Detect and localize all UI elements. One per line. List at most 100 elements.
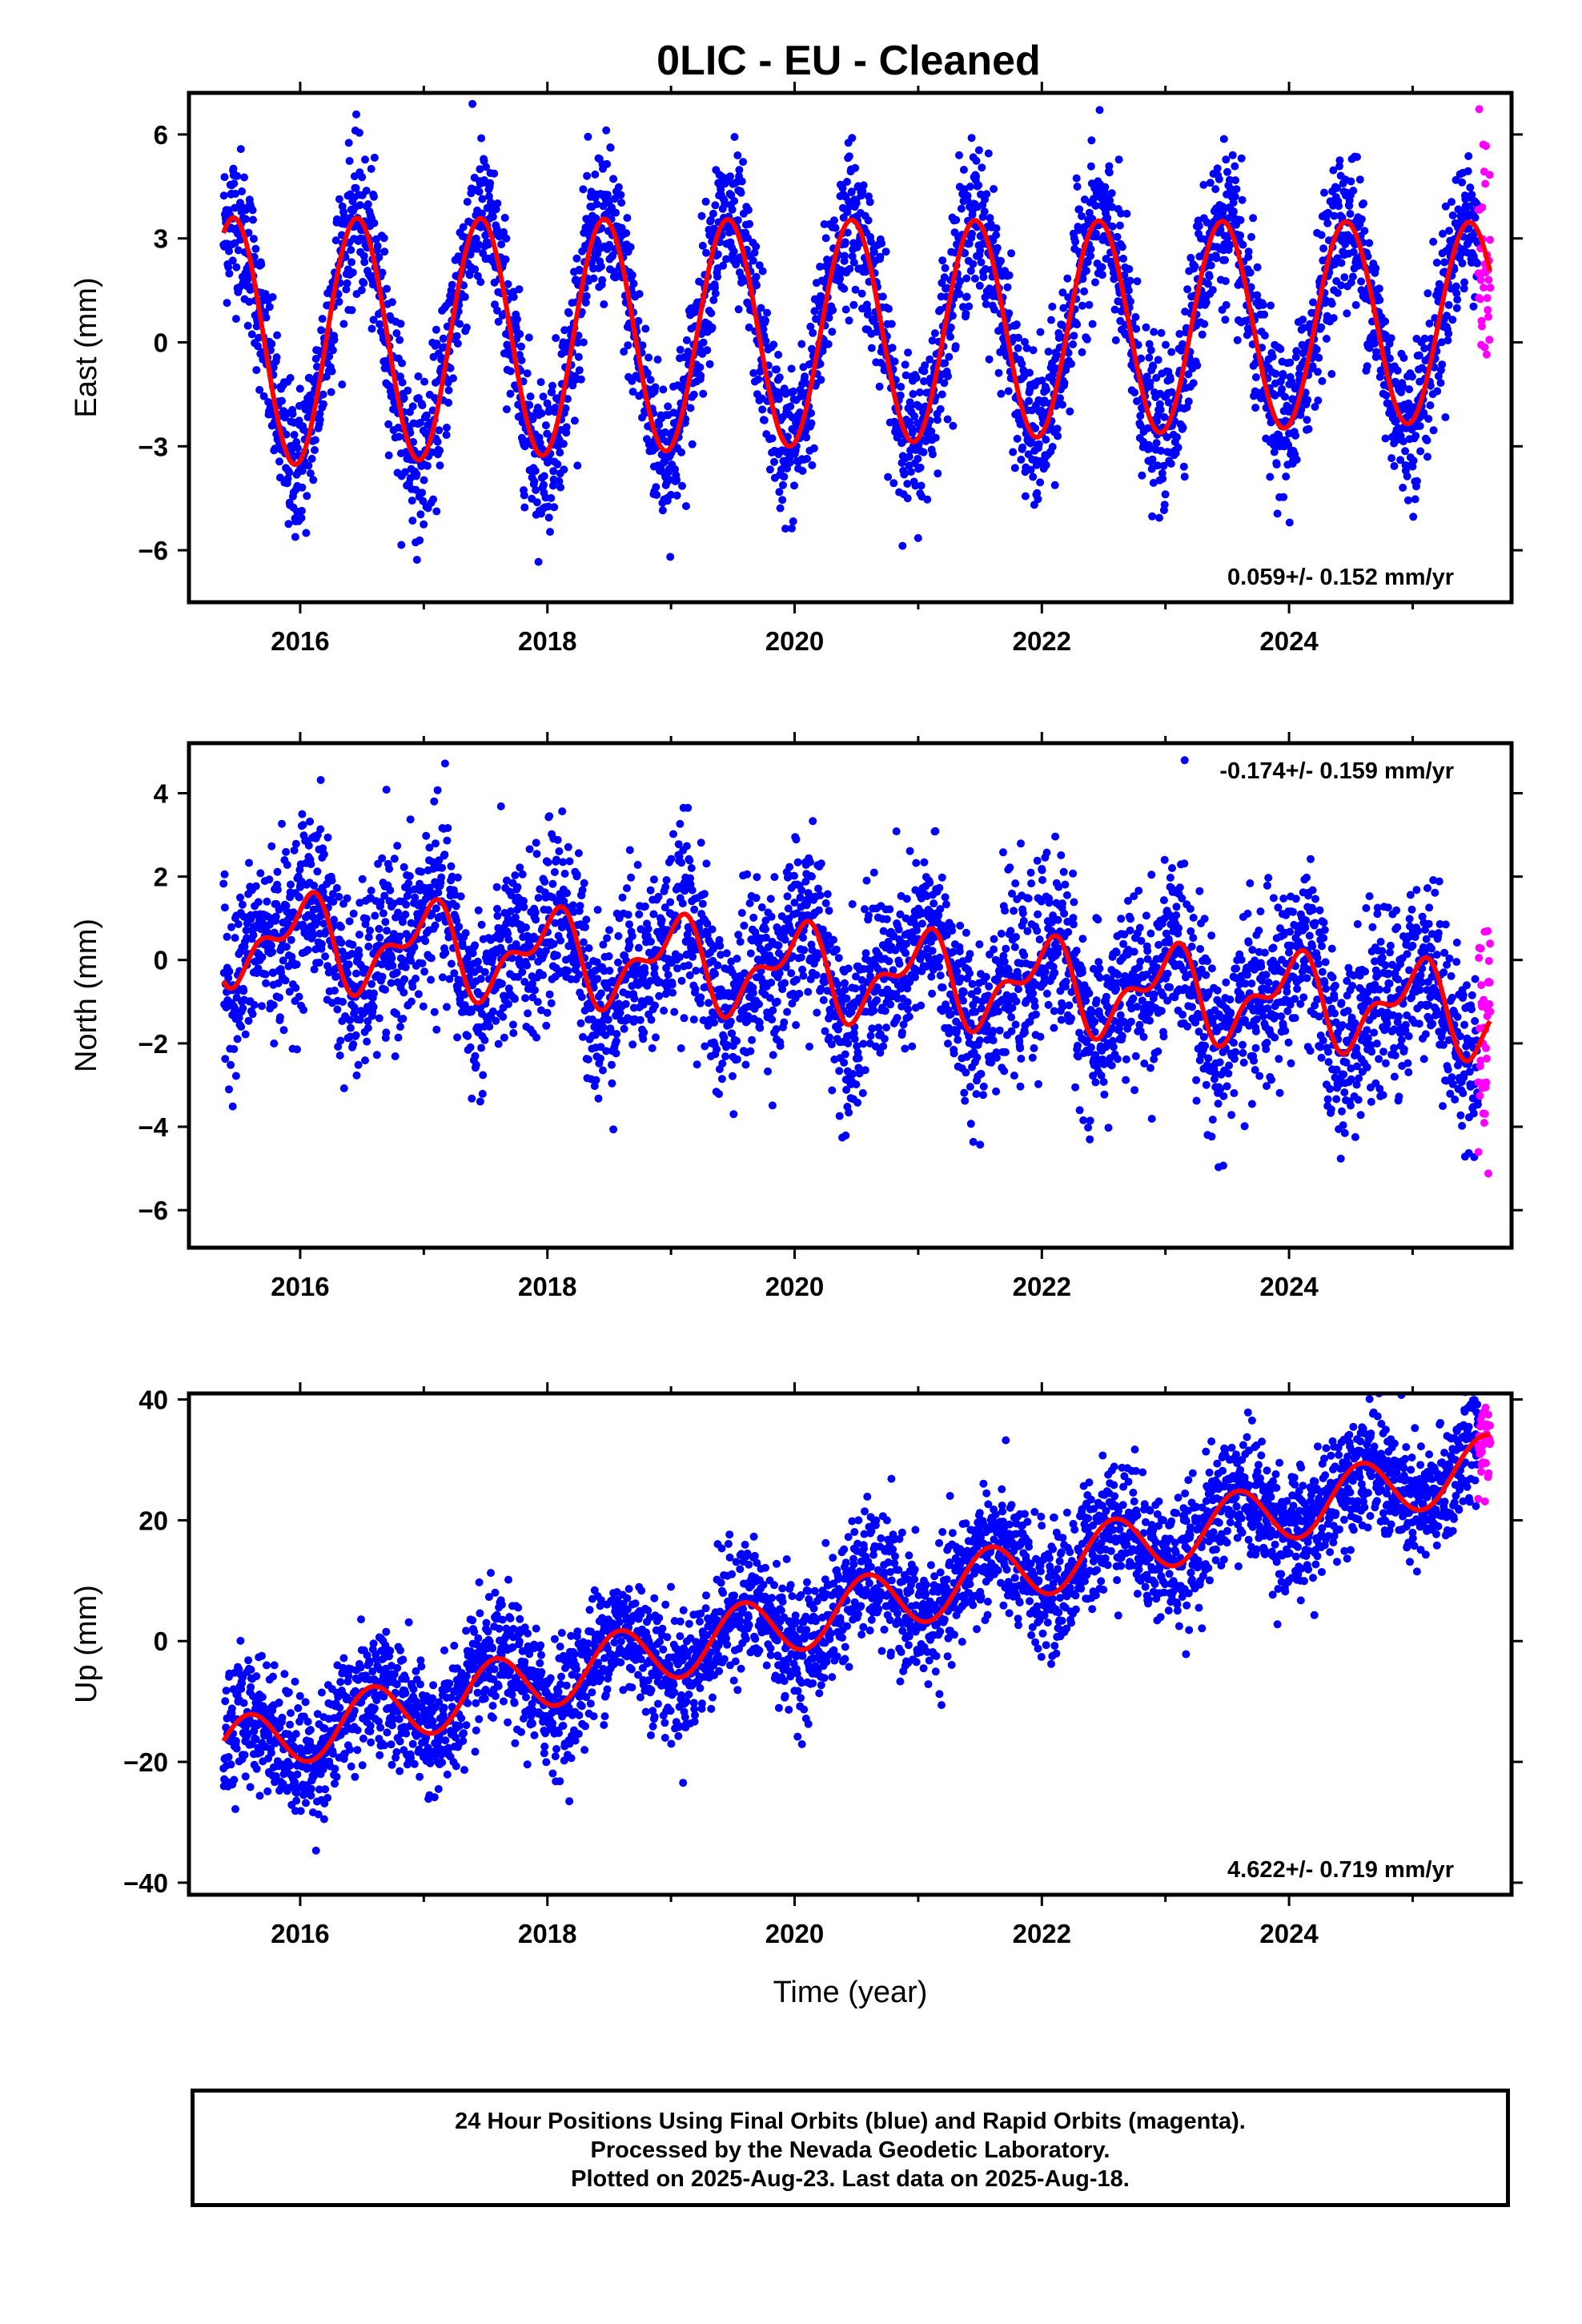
data-point [1360, 227, 1369, 235]
data-point [1448, 211, 1457, 219]
data-point [1438, 360, 1447, 369]
data-point [344, 960, 353, 969]
data-point [236, 145, 245, 154]
data-point [504, 279, 512, 288]
data-point [562, 423, 571, 432]
data-point [1145, 340, 1154, 348]
data-point [1486, 283, 1495, 292]
data-point [396, 932, 404, 941]
data-point [1333, 183, 1341, 192]
data-point [612, 1049, 620, 1058]
data-point [429, 495, 438, 504]
data-point [621, 999, 630, 1008]
data-point [628, 388, 637, 396]
data-point [484, 240, 492, 249]
data-point [1034, 440, 1043, 448]
data-point [532, 498, 541, 507]
data-point [310, 881, 319, 890]
data-point [1259, 300, 1267, 309]
data-point [414, 990, 423, 999]
data-point [1327, 300, 1336, 308]
data-point [363, 1023, 372, 1032]
data-point [1010, 464, 1019, 472]
data-point [363, 1017, 372, 1026]
data-point [643, 368, 652, 377]
data-point [1012, 320, 1021, 329]
data-point [339, 1084, 348, 1092]
data-point [455, 923, 464, 931]
data-point [564, 309, 573, 317]
data-point [605, 240, 613, 249]
data-point [994, 368, 1003, 377]
data-point [416, 536, 424, 545]
data-point [1452, 175, 1460, 184]
data-point [582, 915, 591, 924]
data-point [901, 360, 909, 369]
data-point [1155, 513, 1163, 522]
data-point [774, 351, 783, 359]
data-point [910, 412, 919, 420]
data-point [282, 430, 291, 439]
data-point [978, 163, 986, 172]
data-point [449, 374, 457, 383]
data-point [283, 861, 291, 869]
data-point [581, 298, 590, 307]
data-point [285, 468, 294, 476]
data-point [381, 985, 389, 994]
data-point [625, 941, 634, 950]
data-point [420, 377, 429, 386]
data-point [1213, 164, 1222, 173]
data-point [335, 297, 343, 306]
data-point [605, 926, 613, 935]
data-point [1154, 356, 1162, 364]
data-point [705, 360, 714, 368]
data-point [291, 839, 300, 848]
data-point [1086, 162, 1095, 171]
data-point [335, 892, 343, 901]
data-point [416, 418, 424, 427]
plot-frame [187, 90, 1514, 605]
data-point [412, 485, 420, 494]
data-point [966, 267, 975, 275]
data-point [1266, 472, 1275, 481]
data-point [231, 1004, 239, 1013]
data-point [753, 281, 761, 290]
data-point [304, 841, 313, 850]
data-point [1095, 106, 1104, 115]
data-point [682, 336, 691, 344]
data-point [315, 959, 323, 967]
data-point [927, 427, 936, 436]
data-point [361, 155, 369, 164]
data-point [297, 506, 306, 515]
data-point [829, 216, 838, 225]
data-point [1278, 384, 1287, 393]
data-point [1049, 370, 1058, 379]
data-point [803, 454, 811, 463]
data-point [841, 251, 849, 260]
data-point [332, 883, 341, 892]
data-point [1134, 340, 1142, 349]
data-point [531, 986, 539, 995]
data-point [244, 228, 253, 237]
data-point [1268, 352, 1277, 361]
data-point [1078, 211, 1086, 220]
data-point [1273, 509, 1282, 518]
data-point [404, 879, 413, 887]
data-point [327, 876, 336, 885]
data-point [1359, 199, 1367, 207]
data-point [1468, 191, 1476, 199]
data-point [543, 1008, 552, 1017]
data-point [1098, 263, 1106, 271]
x-tick-label: 2020 [765, 626, 824, 656]
data-point [1179, 462, 1188, 471]
data-point [906, 401, 915, 410]
data-point [1159, 461, 1168, 470]
data-point [986, 284, 994, 293]
data-point [1017, 456, 1026, 464]
data-point [1282, 472, 1291, 481]
data-point [1166, 460, 1175, 468]
data-point [224, 974, 233, 983]
data-point [231, 190, 239, 198]
data-point [749, 368, 758, 377]
data-point [1161, 490, 1170, 499]
